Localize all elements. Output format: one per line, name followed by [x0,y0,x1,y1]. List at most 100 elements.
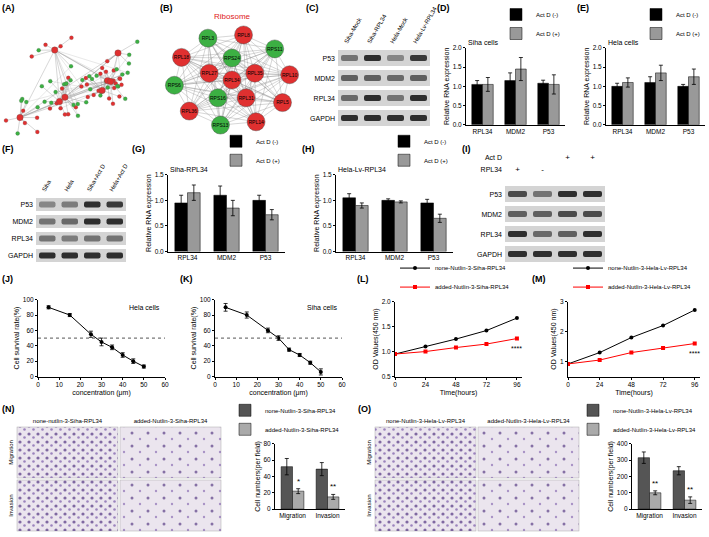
svg-text:added-Nutlin-3-Hela-Lv-RPL34: added-Nutlin-3-Hela-Lv-RPL34 [613,427,696,433]
svg-text:1.5: 1.5 [155,171,164,178]
svg-text:added-Nutlin-3-Hela-Lv-RPL34: added-Nutlin-3-Hela-Lv-RPL34 [487,418,570,424]
svg-text:RPL31: RPL31 [238,95,254,101]
svg-text:40: 40 [296,381,304,388]
svg-text:Relative RNA expression: Relative RNA expression [145,174,153,252]
svg-text:80: 80 [203,311,211,318]
svg-text:P53: P53 [490,191,503,198]
svg-text:+: + [565,153,570,162]
svg-text:60: 60 [338,381,346,388]
svg-text:RPL34: RPL34 [473,128,493,135]
svg-text:RPL34: RPL34 [224,77,240,83]
svg-text:RPL18: RPL18 [174,54,190,60]
svg-text:300: 300 [617,456,628,463]
svg-text:added-Nutlin-3-Hela-Lv-RPL34: added-Nutlin-3-Hela-Lv-RPL34 [608,284,691,290]
svg-text:0.0: 0.0 [323,248,332,255]
svg-text:****: **** [689,350,700,357]
svg-text:none-Nutlin-3-Siha-RPL34: none-Nutlin-3-Siha-RPL34 [435,265,506,271]
svg-text:MDM2: MDM2 [314,75,335,82]
svg-text:(H): (H) [302,144,315,154]
svg-text:60: 60 [203,327,211,334]
svg-text:RPS11: RPS11 [267,46,283,52]
svg-text:(F): (F) [2,144,14,154]
svg-text:Hela cells: Hela cells [129,304,160,311]
svg-text:Hela-Mock: Hela-Mock [389,16,409,45]
svg-text:1.5: 1.5 [453,63,462,70]
svg-text:0: 0 [267,505,271,512]
svg-text:RPL34: RPL34 [481,231,503,238]
svg-text:GAPDH: GAPDH [477,251,502,258]
svg-text:Act D (-): Act D (-) [424,139,446,145]
svg-text:Hela: Hela [63,178,75,192]
svg-text:0.0: 0.0 [453,121,462,128]
svg-text:2.0: 2.0 [453,44,462,51]
svg-text:Act D: Act D [485,154,502,161]
svg-text:50: 50 [317,381,325,388]
svg-text:0: 0 [213,381,217,388]
svg-text:(O): (O) [358,404,371,414]
svg-text:Act D (-): Act D (-) [256,139,278,145]
svg-text:Invasion: Invasion [672,512,697,519]
svg-text:1.5: 1.5 [593,63,602,70]
svg-text:Act D (+): Act D (+) [676,31,700,37]
svg-text:1.5: 1.5 [323,171,332,178]
svg-text:P53: P53 [683,128,695,135]
svg-text:(K): (K) [180,274,193,284]
svg-text:none-Nutlin-3-Hela-Lv-RPL34: none-Nutlin-3-Hela-Lv-RPL34 [608,265,688,271]
svg-text:0.5: 0.5 [155,222,164,229]
svg-text:concentration (μm): concentration (μm) [72,389,131,397]
svg-text:30: 30 [275,381,283,388]
svg-text:0: 0 [624,505,628,512]
svg-text:1.0: 1.0 [155,197,164,204]
svg-text:1.5: 1.5 [382,323,391,330]
svg-text:RPS16: RPS16 [210,95,226,101]
svg-text:2: 2 [560,328,564,335]
svg-text:RPL34: RPL34 [346,254,366,261]
svg-text:(E): (E) [577,3,589,13]
svg-text:Cell survival rate(%): Cell survival rate(%) [13,307,21,370]
svg-text:Hela+Act D: Hela+Act D [108,162,129,192]
svg-text:0.5: 0.5 [593,102,602,109]
svg-text:Relative RNA expression: Relative RNA expression [583,48,591,126]
svg-text:Migration: Migration [279,512,306,520]
svg-text:0: 0 [207,373,211,380]
svg-text:20: 20 [26,357,34,364]
svg-text:50: 50 [140,381,148,388]
svg-text:1.0: 1.0 [382,348,391,355]
svg-text:none-nutlin-3-Siha-RPL34: none-nutlin-3-Siha-RPL34 [33,418,103,424]
svg-text:MDM2: MDM2 [481,211,502,218]
svg-text:Siha-RPL34: Siha-RPL34 [366,13,388,45]
svg-text:MDM2: MDM2 [646,128,666,135]
svg-text:Migration: Migration [366,440,372,465]
svg-text:100: 100 [617,489,628,496]
svg-text:Cell survival rate(%): Cell survival rate(%) [190,307,198,370]
svg-text:0: 0 [393,381,397,388]
svg-text:RPL5: RPL5 [276,99,289,105]
svg-text:P53: P53 [543,128,555,135]
svg-text:RPL3: RPL3 [202,35,215,41]
svg-text:Migration: Migration [636,512,663,520]
svg-text:40: 40 [119,381,127,388]
svg-text:(L): (L) [357,274,369,284]
svg-text:20: 20 [77,381,85,388]
svg-text:Siha+Act D: Siha+Act D [86,163,107,193]
svg-text:RPL14: RPL14 [248,119,264,125]
svg-text:(J): (J) [2,274,13,284]
svg-text:80: 80 [263,440,271,447]
svg-text:20: 20 [263,489,271,496]
svg-text:Time(hours): Time(hours) [615,389,652,397]
svg-text:3: 3 [560,298,564,305]
svg-text:RPL34: RPL34 [178,254,198,261]
svg-text:Siha cells: Siha cells [307,304,337,311]
svg-text:20: 20 [254,381,262,388]
svg-text:OD Values(450 nm): OD Values(450 nm) [550,308,558,369]
svg-text:Hela-Lv-RPL34: Hela-Lv-RPL34 [338,166,386,173]
svg-text:RPL34: RPL34 [12,235,34,242]
svg-text:P53: P53 [428,254,440,261]
svg-text:24: 24 [422,381,430,388]
svg-text:96: 96 [513,381,521,388]
svg-text:20: 20 [203,357,211,364]
svg-text:(N): (N) [2,404,15,414]
svg-text:Ribosome: Ribosome [214,12,251,21]
svg-text:80: 80 [26,311,34,318]
svg-text:Relative RNA expression: Relative RNA expression [443,48,451,126]
